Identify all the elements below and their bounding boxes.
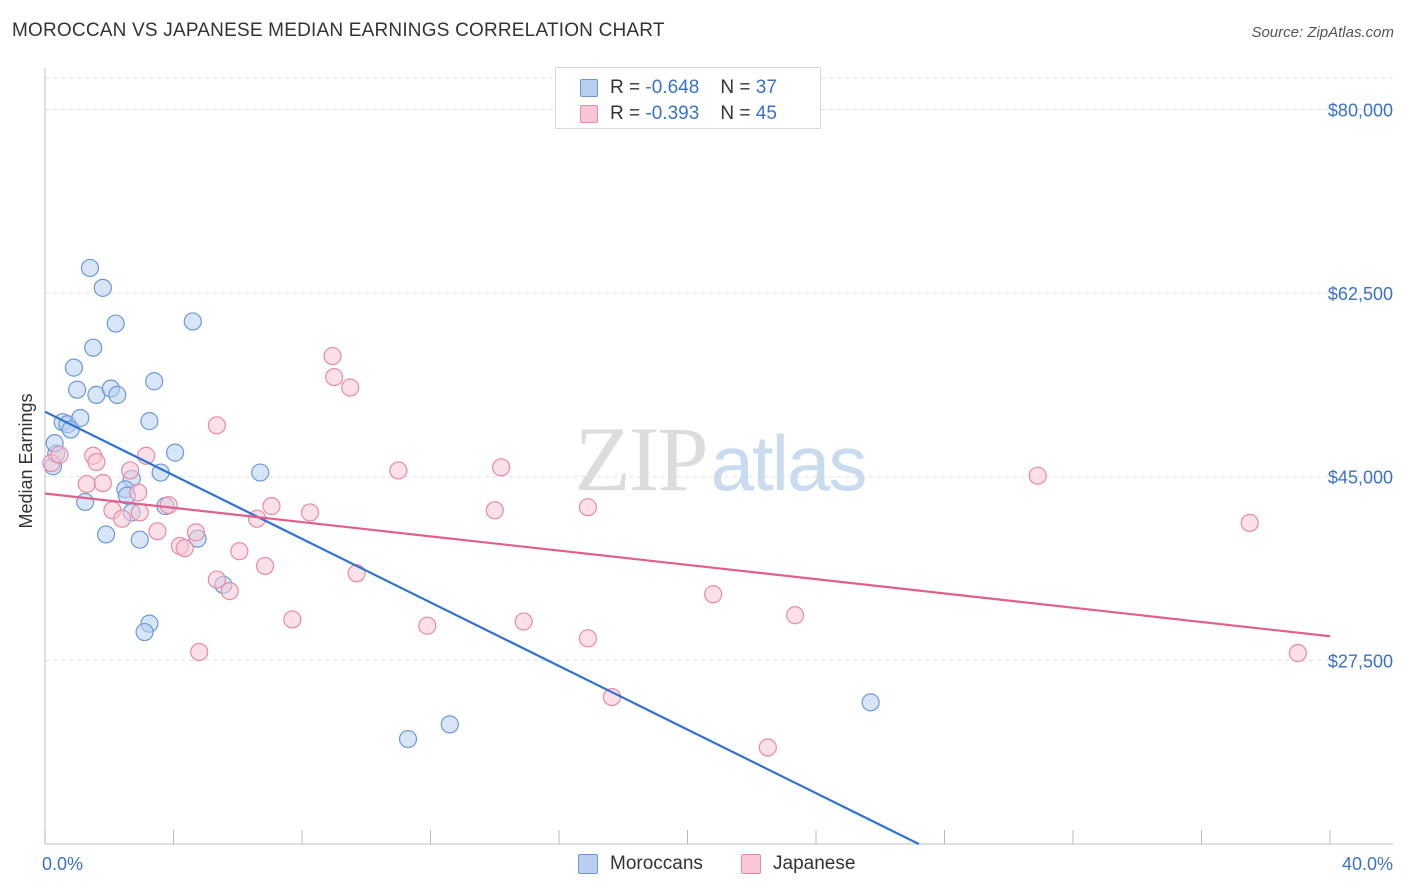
japanese-point <box>418 616 437 635</box>
legend-n-label: N = <box>720 77 751 98</box>
japanese-points <box>42 346 1307 757</box>
moroccans-point <box>106 314 125 333</box>
source-label: Source: ZipAtlas.com <box>1251 24 1394 41</box>
japanese-point <box>485 501 504 520</box>
japanese-point <box>786 606 805 625</box>
japanese-point <box>207 416 226 435</box>
japanese-swatch <box>741 854 761 874</box>
japanese-point <box>704 585 723 604</box>
japanese-point <box>325 367 344 387</box>
japanese-point <box>93 473 112 493</box>
japanese-point <box>130 503 149 522</box>
moroccans-point <box>145 372 164 391</box>
japanese-point <box>262 497 281 516</box>
moroccans-swatch <box>578 854 598 874</box>
watermark: ZIPatlas <box>575 408 866 510</box>
moroccans-legend-label: Moroccans <box>610 853 703 874</box>
japanese-point <box>186 523 206 542</box>
legend-n-value: 37 <box>755 77 777 98</box>
axes <box>44 68 1393 845</box>
moroccans-point <box>76 492 95 512</box>
japanese-point <box>492 458 511 477</box>
legend-n-value: 45 <box>755 103 777 124</box>
y-tick-label: $80,000 <box>1328 100 1393 120</box>
moroccans-point <box>251 463 270 482</box>
moroccans-point <box>166 443 185 462</box>
moroccans-point <box>861 693 880 712</box>
japanese-point <box>50 445 69 464</box>
japanese-point <box>121 461 140 480</box>
moroccans-point <box>140 412 159 431</box>
moroccans-point <box>398 729 418 749</box>
japanese-point <box>175 538 194 558</box>
moroccans-point <box>440 715 459 734</box>
y-tick-label: $45,000 <box>1328 468 1393 488</box>
moroccans-point <box>130 530 149 549</box>
x-tick-label: 0.0% <box>42 854 83 874</box>
moroccans-point <box>183 312 202 331</box>
japanese-point <box>77 474 96 494</box>
japanese-point <box>758 738 777 757</box>
japanese-point <box>514 612 533 631</box>
chart-title: MOROCCAN VS JAPANESE MEDIAN EARNINGS COR… <box>12 20 665 41</box>
legend-r-value: -0.393 <box>645 103 700 124</box>
japanese-swatch <box>580 105 598 123</box>
legend-n-label: N = <box>720 103 751 124</box>
moroccans-trend-line <box>44 410 920 845</box>
japanese-point <box>341 378 360 397</box>
legend-r-label: R = <box>610 103 641 124</box>
japanese-point <box>1240 513 1259 533</box>
japanese-point <box>578 629 598 648</box>
japanese-point <box>1028 466 1047 485</box>
japanese-point <box>347 564 366 583</box>
japanese-point <box>1288 643 1307 663</box>
japanese-trend-line <box>44 492 1331 638</box>
legend-r-value: -0.648 <box>645 77 700 98</box>
grid-lines <box>45 77 1393 661</box>
japanese-point <box>207 570 226 589</box>
axis-labels: $27,500 $45,000 $62,500 $80,000 0.0% 40.0% Med… <box>16 100 1393 874</box>
moroccans-point <box>84 338 103 357</box>
japanese-point <box>220 582 239 601</box>
japanese-legend-label: Japanese <box>773 853 856 874</box>
moroccans-point <box>108 385 127 404</box>
moroccans-point <box>80 258 100 278</box>
y-tick-label: $27,500 <box>1328 651 1393 671</box>
japanese-point <box>112 509 132 528</box>
moroccans-point <box>68 380 87 399</box>
japanese-point <box>129 483 148 502</box>
y-tick-label: $62,500 <box>1328 284 1393 304</box>
japanese-point <box>230 542 249 561</box>
moroccans-point <box>64 358 84 377</box>
japanese-point <box>323 346 342 366</box>
moroccans-swatch <box>580 79 598 97</box>
japanese-point <box>300 503 320 522</box>
japanese-point <box>159 495 178 515</box>
moroccans-point <box>135 622 154 642</box>
japanese-point <box>148 522 167 541</box>
japanese-point <box>578 498 598 517</box>
y-axis-title: Median Earnings <box>16 393 36 528</box>
japanese-point <box>190 642 209 662</box>
moroccans-point <box>96 525 116 544</box>
trend-lines <box>44 410 1331 845</box>
japanese-point <box>283 610 302 629</box>
x-tick-label: 40.0% <box>1342 854 1393 874</box>
correlation-legend: R = -0.648 N = 37 R = -0.393 N = 45 <box>555 67 821 129</box>
japanese-point <box>389 461 408 480</box>
legend-r-label: R = <box>610 77 641 98</box>
japanese-point <box>255 556 275 576</box>
japanese-point <box>87 452 106 472</box>
moroccans-point <box>93 278 112 297</box>
